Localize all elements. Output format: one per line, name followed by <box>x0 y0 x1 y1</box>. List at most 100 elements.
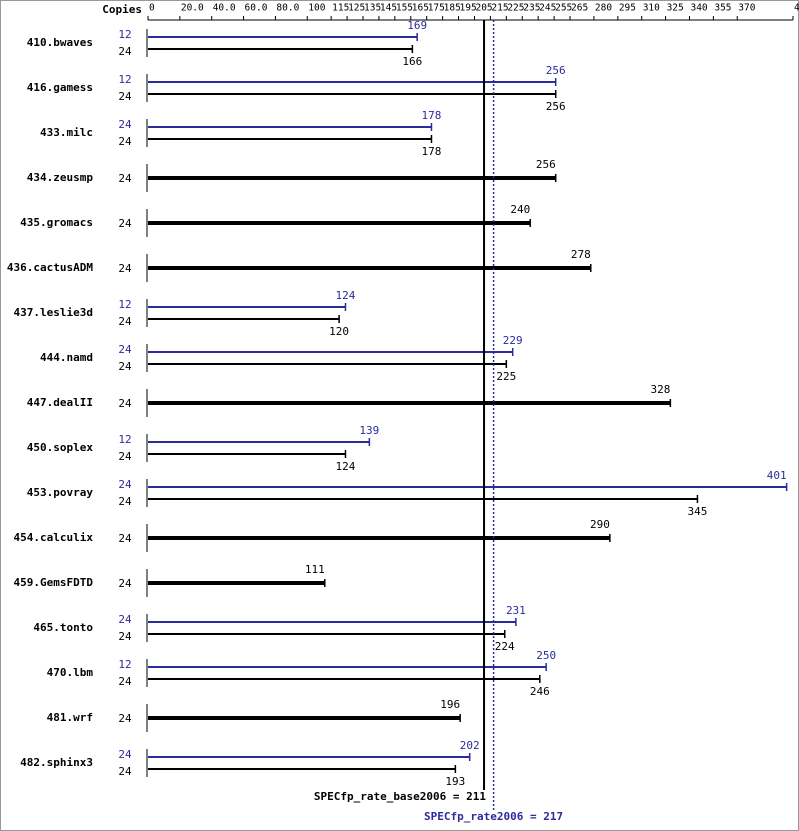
value-label: 120 <box>329 325 349 338</box>
copies-label: 24 <box>118 217 132 230</box>
value-label: 124 <box>336 460 356 473</box>
x-tick-label: 225 <box>507 3 524 14</box>
value-label: 193 <box>445 775 465 788</box>
value-label: 278 <box>571 248 591 261</box>
x-tick-label: 0 <box>149 3 155 14</box>
benchmark-label: 450.soplex <box>27 441 94 454</box>
x-tick-label: 195 <box>460 3 477 14</box>
benchmark-label: 416.gamess <box>27 81 93 94</box>
copies-label: 24 <box>118 172 132 185</box>
value-label: 124 <box>336 289 356 302</box>
x-tick-label: 40.0 <box>213 3 236 14</box>
value-label: 111 <box>305 563 325 576</box>
x-tick-label: 405 <box>794 3 799 14</box>
copies-label: 12 <box>118 658 131 671</box>
copies-label: 24 <box>118 450 132 463</box>
copies-label: 12 <box>118 28 131 41</box>
x-tick-label: 185 <box>444 3 461 14</box>
value-label: 246 <box>530 685 550 698</box>
x-tick-label: 20.0 <box>181 3 204 14</box>
x-tick-label: 205 <box>475 3 492 14</box>
value-label: 178 <box>422 109 442 122</box>
x-tick-label: 235 <box>523 3 540 14</box>
x-tick-label: 145 <box>380 3 397 14</box>
benchmark-label: 410.bwaves <box>27 36 93 49</box>
copies-label: 24 <box>118 343 132 356</box>
x-tick-label: 100 <box>308 3 325 14</box>
copies-label: 24 <box>118 478 132 491</box>
benchmark-label: 453.povray <box>27 486 94 499</box>
copies-label: 24 <box>118 315 132 328</box>
copies-label: 24 <box>118 712 132 725</box>
value-label: 169 <box>407 19 427 32</box>
x-tick-label: 255 <box>555 3 572 14</box>
x-tick-label: 155 <box>396 3 413 14</box>
x-tick-label: 370 <box>738 3 755 14</box>
benchmark-label: 437.leslie3d <box>14 306 93 319</box>
benchmark-label: 465.tonto <box>33 621 93 634</box>
value-label: 196 <box>440 698 460 711</box>
x-tick-label: 265 <box>571 3 588 14</box>
x-tick-label: 125 <box>348 3 365 14</box>
x-tick-label: 215 <box>491 3 508 14</box>
value-label: 231 <box>506 604 526 617</box>
x-tick-label: 340 <box>690 3 707 14</box>
copies-label: 12 <box>118 73 131 86</box>
value-label: 256 <box>546 100 566 113</box>
value-label: 256 <box>546 64 566 77</box>
x-tick-label: 175 <box>428 3 445 14</box>
copies-label: 24 <box>118 90 132 103</box>
x-tick-label: 165 <box>412 3 429 14</box>
x-tick-label: 280 <box>595 3 612 14</box>
copies-label: 12 <box>118 298 131 311</box>
copies-label: 24 <box>118 748 132 761</box>
copies-label: 24 <box>118 765 132 778</box>
benchmark-label: 482.sphinx3 <box>20 756 93 769</box>
benchmark-label: 447.dealII <box>27 396 93 409</box>
value-label: 229 <box>503 334 523 347</box>
copies-label: 24 <box>118 135 132 148</box>
benchmark-label: 470.lbm <box>47 666 94 679</box>
summary-label: SPECfp_rate_base2006 = 211 <box>314 790 487 803</box>
copies-label: 24 <box>118 118 132 131</box>
copies-label: 24 <box>118 577 132 590</box>
value-label: 256 <box>536 158 556 171</box>
benchmark-label: 434.zeusmp <box>27 171 94 184</box>
benchmark-label: 459.GemsFDTD <box>14 576 94 589</box>
value-label: 166 <box>402 55 422 68</box>
value-label: 250 <box>536 649 556 662</box>
x-tick-label: 80.0 <box>276 3 299 14</box>
value-label: 178 <box>422 145 442 158</box>
copies-label: 24 <box>118 532 132 545</box>
value-label: 401 <box>767 469 787 482</box>
value-label: 225 <box>496 370 516 383</box>
x-tick-label: 295 <box>619 3 636 14</box>
x-tick-label: 135 <box>364 3 381 14</box>
value-label: 202 <box>460 739 480 752</box>
summary-label: SPECfp_rate2006 = 217 <box>424 810 563 823</box>
benchmark-label: 433.milc <box>40 126 93 139</box>
copies-label: 24 <box>118 262 132 275</box>
benchmark-label: 454.calculix <box>14 531 94 544</box>
value-label: 240 <box>510 203 530 216</box>
value-label: 345 <box>688 505 708 518</box>
x-tick-label: 355 <box>714 3 731 14</box>
benchmark-label: 436.cactusADM <box>7 261 93 274</box>
benchmark-label: 435.gromacs <box>20 216 93 229</box>
copies-label: 24 <box>118 495 132 508</box>
copies-label: 24 <box>118 630 132 643</box>
x-tick-label: 60.0 <box>245 3 268 14</box>
x-tick-label: 310 <box>643 3 660 14</box>
value-label: 328 <box>650 383 670 396</box>
x-tick-label: 245 <box>539 3 556 14</box>
copies-label: 24 <box>118 397 132 410</box>
copies-label: 24 <box>118 360 132 373</box>
benchmark-label: 444.namd <box>40 351 93 364</box>
copies-label: 12 <box>118 433 131 446</box>
axis-title: Copies <box>102 3 142 16</box>
benchmark-label: 481.wrf <box>47 711 93 724</box>
value-label: 224 <box>495 640 515 653</box>
value-label: 290 <box>590 518 610 531</box>
copies-label: 24 <box>118 45 132 58</box>
